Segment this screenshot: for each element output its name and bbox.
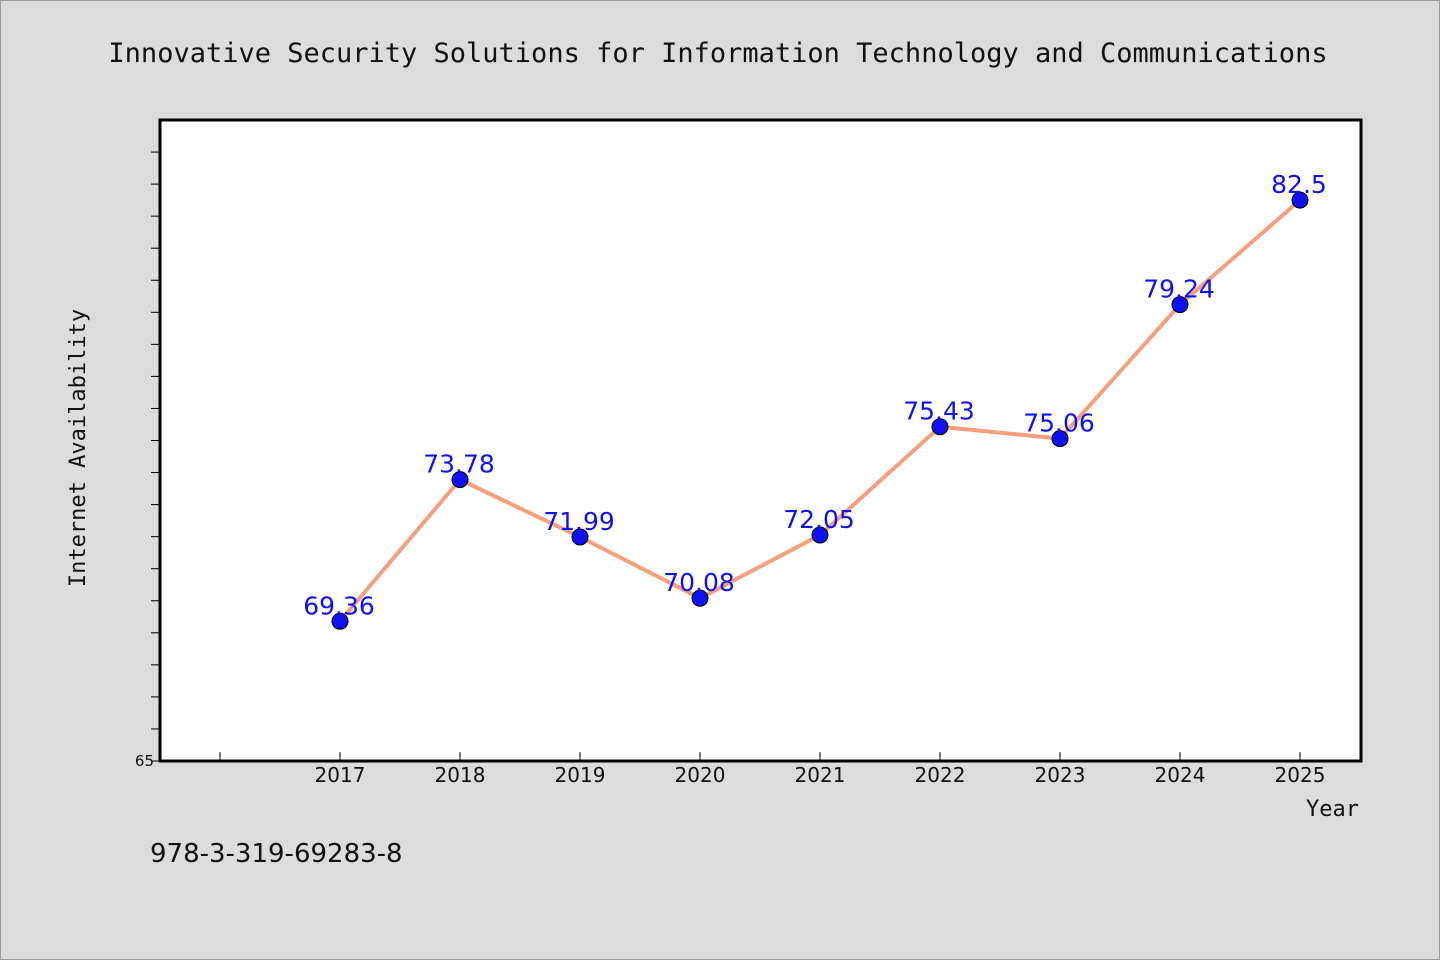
x-tick-label: 2017 (315, 763, 366, 787)
data-label: 75.43 (903, 397, 975, 426)
data-label: 75.06 (1023, 409, 1095, 438)
data-point (1291, 191, 1309, 209)
x-axis-ticks: 2017 2018 2019 2020 2021 2022 2023 2024 2025 (219, 752, 1326, 787)
data-label: 82.5 (1271, 170, 1327, 199)
x-tick-label: 2022 (915, 763, 966, 787)
footer-isbn: 978-3-319-69283-8 (150, 839, 403, 869)
data-point (931, 418, 949, 436)
series-group: 69.36 73.78 71.99 70.08 72.05 75.43 75.06 79.24… (303, 170, 1327, 630)
data-point (811, 526, 829, 544)
series-markers (331, 191, 1309, 630)
x-tick-label: 2020 (675, 763, 726, 787)
data-point (691, 589, 709, 607)
data-point (451, 471, 469, 489)
data-point (1171, 296, 1189, 314)
data-point (331, 612, 349, 630)
y-axis-ticks: 65 (135, 151, 160, 770)
data-label: 73.78 (423, 450, 495, 479)
data-labels: 69.36 73.78 71.99 70.08 72.05 75.43 75.06 79.24… (303, 170, 1327, 620)
x-tick-label: 2019 (555, 763, 606, 787)
data-label: 72.05 (783, 505, 855, 534)
data-point (1051, 430, 1069, 448)
x-tick-label: 2024 (1155, 763, 1206, 787)
data-label: 69.36 (303, 591, 375, 620)
data-label: 71.99 (543, 507, 615, 536)
x-tick-label: 2021 (795, 763, 846, 787)
plot-area (158, 118, 1363, 763)
data-label: 70.08 (663, 568, 735, 597)
data-point (571, 528, 589, 546)
x-tick-label: 2025 (1275, 763, 1326, 787)
y-axis-title: Internet Availability (66, 309, 91, 587)
chart-title: Innovative Security Solutions for Inform… (108, 38, 1327, 69)
y-tick-label: 65 (135, 752, 154, 770)
data-label: 79.24 (1143, 275, 1215, 304)
x-tick-label: 2023 (1035, 763, 1086, 787)
x-tick-label: 2018 (435, 763, 486, 787)
x-axis-title: Year (1306, 797, 1359, 822)
